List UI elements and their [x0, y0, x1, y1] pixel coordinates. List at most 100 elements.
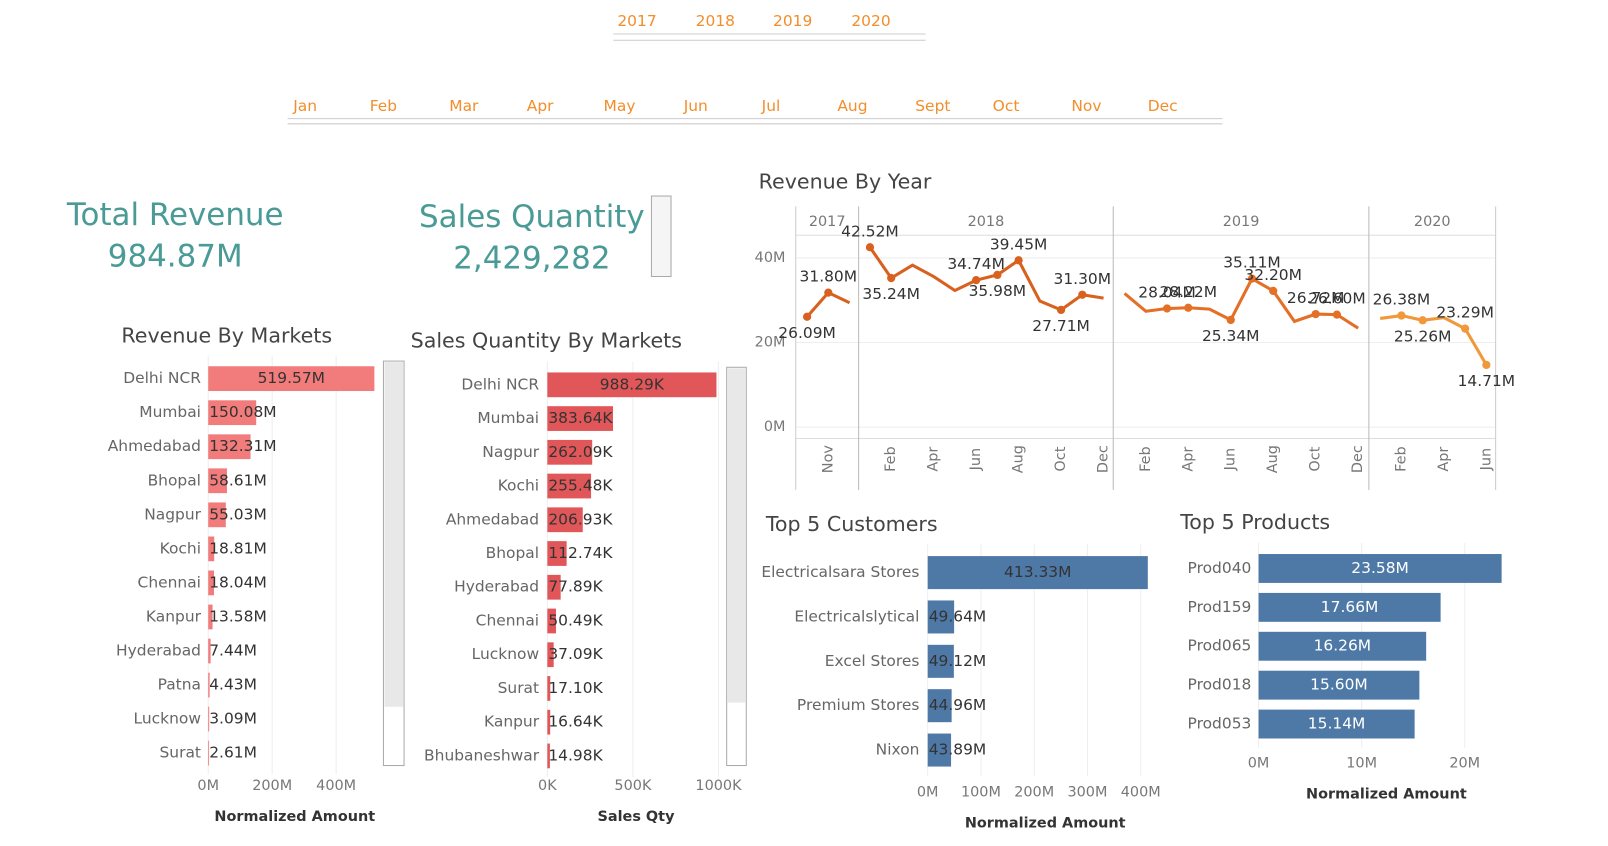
category-label: Electricalsara Stores — [761, 563, 919, 581]
y-tick-label: 20M — [755, 335, 786, 351]
value-label: 262.09K — [548, 443, 613, 461]
point — [1014, 256, 1023, 265]
month-filter[interactable]: Mar — [449, 97, 479, 115]
month-filter[interactable]: Aug — [837, 97, 867, 115]
chart-title: Top 5 Products — [1179, 510, 1330, 534]
category-label: Delhi NCR — [123, 369, 201, 387]
x-tick-label: Apr — [1436, 447, 1452, 472]
category-label: Chennai — [476, 611, 539, 629]
x-tick-label: 100M — [961, 784, 1001, 800]
x-tick-label: Jun — [1223, 448, 1239, 472]
bar — [547, 473, 592, 499]
year-filter[interactable]: 2020 — [851, 12, 890, 30]
x-tick-label: Jun — [968, 448, 984, 472]
x-tick-label: 400M — [316, 778, 356, 794]
year-filter[interactable]: 2018 — [696, 12, 735, 30]
x-tick-label: Dec — [1096, 445, 1112, 473]
point — [802, 312, 812, 321]
category-label: Prod159 — [1188, 598, 1252, 616]
year-filter[interactable]: 2019 — [773, 12, 812, 30]
point — [1461, 324, 1470, 333]
value-label: 15.60M — [1310, 676, 1368, 694]
point — [1078, 290, 1087, 299]
x-tick-label: Nov — [820, 445, 836, 474]
month-filter[interactable]: Apr — [527, 97, 554, 115]
x-axis-title: Normalized Amount — [1306, 786, 1467, 802]
value-label: 55.03M — [209, 505, 267, 523]
bar — [547, 709, 551, 735]
bar — [208, 570, 214, 596]
month-filter[interactable]: Feb — [370, 97, 397, 115]
value-label: 150.08M — [209, 403, 276, 421]
value-label: 988.29K — [600, 375, 665, 393]
value-label: 35.98M — [969, 282, 1027, 300]
value-label: 3.09M — [209, 710, 257, 728]
scroll-thumb[interactable] — [384, 362, 404, 707]
x-tick-label: Feb — [883, 446, 899, 472]
point — [1226, 315, 1235, 325]
x-tick-label: Oct — [1308, 446, 1324, 471]
value-label: 132.31M — [209, 437, 276, 455]
month-filter[interactable]: May — [604, 97, 636, 115]
value-label: 16.64K — [548, 713, 603, 731]
category-label: Patna — [158, 676, 201, 694]
value-label: 7.44M — [209, 642, 257, 660]
value-label: 44.96M — [929, 696, 987, 714]
value-label: 519.57M — [258, 369, 325, 387]
point — [824, 288, 833, 297]
x-tick-label: Oct — [1053, 446, 1069, 471]
scroll-thumb[interactable] — [727, 368, 746, 703]
value-label: 26.38M — [1373, 291, 1431, 309]
point — [1332, 310, 1342, 319]
x-axis-title: Normalized Amount — [214, 809, 375, 825]
month-filter[interactable]: Nov — [1071, 97, 1101, 115]
month-filter[interactable]: Dec — [1148, 97, 1178, 115]
scrollbar[interactable] — [650, 195, 672, 278]
category-label: Mumbai — [477, 409, 539, 427]
bar — [927, 689, 952, 723]
month-filter[interactable]: Oct — [993, 97, 1020, 115]
year-filter[interactable]: 2017 — [617, 12, 656, 30]
value-label: 34.74M — [947, 255, 1005, 273]
value-label: 35.24M — [862, 285, 920, 303]
category-label: Mumbai — [139, 403, 201, 421]
point — [1162, 304, 1172, 313]
value-label: 18.81M — [209, 539, 267, 557]
bar — [208, 400, 257, 426]
x-tick-label: Feb — [1138, 446, 1154, 472]
value-label: 255.48K — [548, 477, 613, 495]
value-label: 23.58M — [1351, 559, 1409, 577]
month-filter[interactable]: Jan — [292, 97, 317, 115]
value-label: 26.09M — [778, 324, 836, 342]
month-filter[interactable]: Sept — [915, 97, 950, 115]
value-label: 26.60M — [1308, 290, 1366, 308]
value-label: 15.14M — [1308, 715, 1366, 733]
panel-header: 2020 — [1414, 214, 1451, 230]
category-label: Prod053 — [1188, 715, 1252, 733]
chart-title: Revenue By Year — [759, 170, 932, 194]
point — [993, 270, 1002, 280]
category-label: Delhi NCR — [461, 375, 539, 393]
filter-frames — [287, 33, 1223, 125]
bar — [1258, 670, 1420, 700]
point — [1056, 305, 1066, 315]
category-label: Kochi — [498, 477, 539, 495]
bar — [1258, 592, 1441, 622]
category-label: Prod018 — [1188, 676, 1252, 694]
x-tick-label: Feb — [1393, 446, 1409, 472]
point — [972, 276, 981, 285]
month-filter[interactable]: Jul — [761, 97, 781, 115]
category-label: Bhubaneshwar — [424, 746, 540, 764]
category-label: Nagpur — [482, 443, 539, 461]
x-axis-title: Normalized Amount — [965, 815, 1126, 831]
y-tick-label: 0M — [764, 419, 786, 435]
bar — [927, 556, 1148, 590]
category-label: Kochi — [160, 539, 201, 557]
category-label: Prod040 — [1188, 559, 1252, 577]
value-label: 17.10K — [548, 679, 603, 697]
value-label: 25.26M — [1394, 327, 1452, 345]
month-filter[interactable]: Jun — [683, 97, 708, 115]
category-label: Bhopal — [148, 471, 201, 489]
